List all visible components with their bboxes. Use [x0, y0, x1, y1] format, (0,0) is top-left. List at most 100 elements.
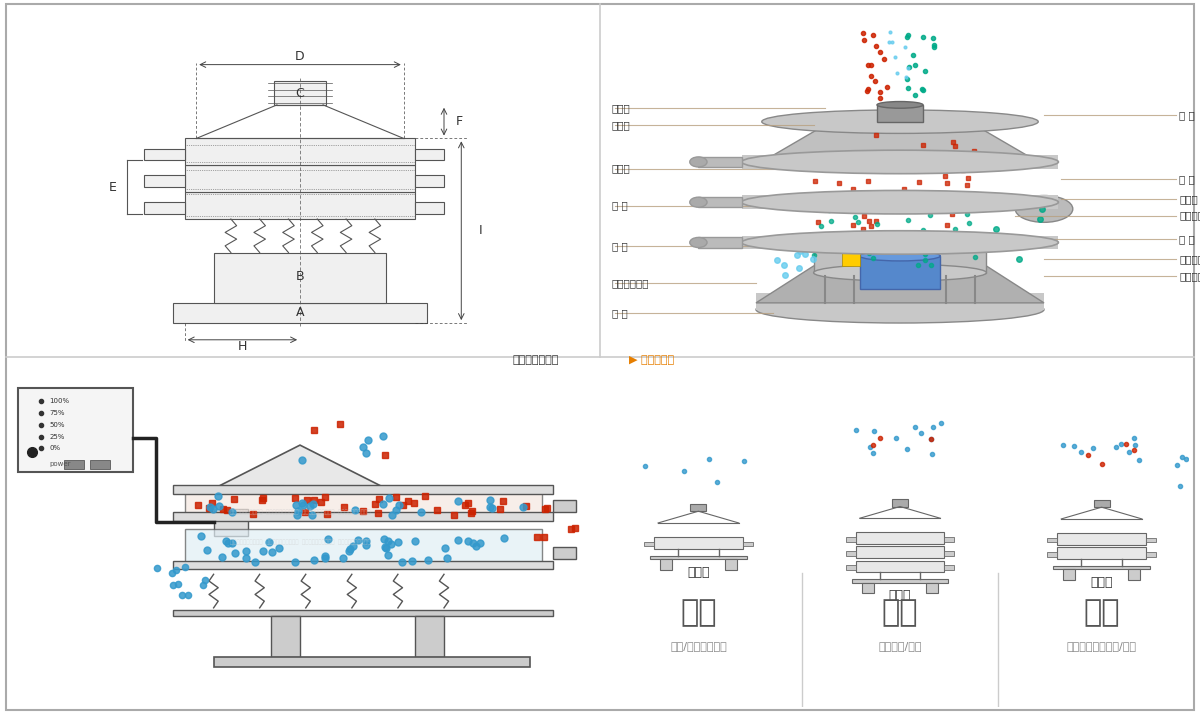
Text: 下部重锤: 下部重锤: [1180, 271, 1200, 281]
Text: 单层式: 单层式: [688, 566, 709, 579]
Text: 防尘盖: 防尘盖: [612, 120, 631, 130]
Text: F: F: [456, 115, 463, 129]
Text: 网 架: 网 架: [1180, 174, 1195, 183]
Text: 过滤: 过滤: [882, 598, 918, 628]
Text: H: H: [238, 340, 247, 353]
Bar: [415, 149, 444, 160]
Bar: [1057, 533, 1146, 545]
Text: A: A: [295, 306, 305, 319]
Bar: [64, 461, 84, 468]
Bar: [926, 583, 938, 593]
Ellipse shape: [859, 251, 941, 261]
Text: 分级: 分级: [680, 598, 716, 628]
Bar: [415, 616, 444, 657]
Bar: [756, 293, 1044, 310]
Bar: [185, 488, 542, 519]
Bar: [173, 512, 553, 521]
Text: 外形尺寸示意图: 外形尺寸示意图: [512, 355, 559, 365]
Bar: [743, 542, 752, 546]
Bar: [1093, 500, 1110, 507]
Text: 新乡超声波振动筛厂家  新乡超声波振动筛厂家  新乡超声波振动筛厂家  新乡超声波振动筛厂家: 新乡超声波振动筛厂家 新乡超声波振动筛厂家 新乡超声波振动筛厂家 新乡超声波振动…: [229, 540, 371, 545]
Bar: [856, 546, 944, 558]
Ellipse shape: [742, 191, 1058, 214]
Bar: [742, 155, 1058, 169]
Ellipse shape: [814, 264, 986, 281]
Ellipse shape: [690, 157, 707, 167]
Text: 束 环: 束 环: [612, 201, 628, 211]
Bar: [944, 551, 954, 555]
Bar: [185, 139, 415, 165]
Text: 加重块: 加重块: [1180, 193, 1198, 204]
Bar: [725, 559, 737, 570]
Ellipse shape: [690, 238, 707, 248]
Polygon shape: [773, 121, 1027, 155]
Text: 除杂: 除杂: [1084, 598, 1120, 628]
Bar: [415, 202, 444, 214]
Bar: [856, 560, 944, 573]
Text: 进料口: 进料口: [612, 104, 631, 114]
Bar: [90, 461, 110, 468]
Polygon shape: [214, 445, 386, 488]
Ellipse shape: [690, 197, 707, 207]
Bar: [698, 157, 742, 167]
Text: 双层式: 双层式: [1091, 576, 1112, 589]
Text: 50%: 50%: [49, 422, 65, 428]
Bar: [415, 176, 444, 187]
Bar: [1146, 552, 1156, 556]
Bar: [144, 202, 185, 214]
Bar: [814, 246, 986, 273]
Bar: [553, 548, 576, 559]
Bar: [892, 500, 908, 506]
Bar: [185, 165, 415, 192]
Text: 三层式: 三层式: [889, 590, 911, 603]
Bar: [144, 176, 185, 187]
Bar: [1146, 538, 1156, 543]
Text: 75%: 75%: [49, 411, 65, 416]
Text: B: B: [295, 269, 305, 283]
Bar: [214, 253, 386, 303]
Bar: [214, 657, 530, 667]
Bar: [877, 105, 923, 121]
Text: 运输固定螺栓: 运输固定螺栓: [612, 278, 649, 288]
Text: C: C: [295, 86, 305, 100]
Bar: [650, 555, 746, 559]
Text: I: I: [479, 224, 482, 237]
Bar: [185, 192, 415, 219]
Bar: [214, 509, 248, 536]
Text: 25%: 25%: [49, 433, 65, 440]
Bar: [144, 149, 185, 160]
Bar: [856, 533, 944, 544]
Text: power: power: [49, 461, 71, 466]
Bar: [842, 253, 859, 266]
Text: 颗粒/粉末准确分级: 颗粒/粉末准确分级: [670, 641, 727, 651]
Bar: [173, 610, 553, 616]
Text: 筛 盘: 筛 盘: [1180, 234, 1195, 244]
Bar: [1048, 538, 1057, 543]
Text: 去除异物/结块: 去除异物/结块: [878, 641, 922, 651]
Bar: [742, 236, 1058, 249]
Bar: [944, 565, 954, 570]
Bar: [859, 256, 941, 289]
Bar: [173, 486, 553, 494]
Text: 筛 网: 筛 网: [1180, 110, 1195, 120]
Bar: [944, 537, 954, 542]
Bar: [690, 504, 707, 511]
Bar: [173, 303, 427, 323]
Bar: [1048, 552, 1057, 556]
Ellipse shape: [814, 238, 986, 254]
Ellipse shape: [756, 296, 1044, 323]
Text: ▶ 结构示意图: ▶ 结构示意图: [629, 355, 674, 365]
Ellipse shape: [742, 150, 1058, 174]
Bar: [1054, 566, 1150, 570]
Bar: [553, 501, 576, 512]
Ellipse shape: [1015, 196, 1073, 222]
Bar: [644, 542, 654, 546]
Polygon shape: [756, 266, 1044, 303]
Bar: [846, 551, 856, 555]
Text: 出料口: 出料口: [612, 164, 631, 174]
Text: 新乡超声波振动筛厂家  新乡超声波振动筛厂家  新乡超声波振动筛厂家  新乡超声波振动筛厂家: 新乡超声波振动筛厂家 新乡超声波振动筛厂家 新乡超声波振动筛厂家 新乡超声波振动…: [229, 509, 371, 515]
Text: 振动电机: 振动电机: [1180, 254, 1200, 264]
Bar: [654, 537, 743, 549]
Text: 0%: 0%: [49, 446, 60, 451]
Bar: [173, 561, 553, 569]
